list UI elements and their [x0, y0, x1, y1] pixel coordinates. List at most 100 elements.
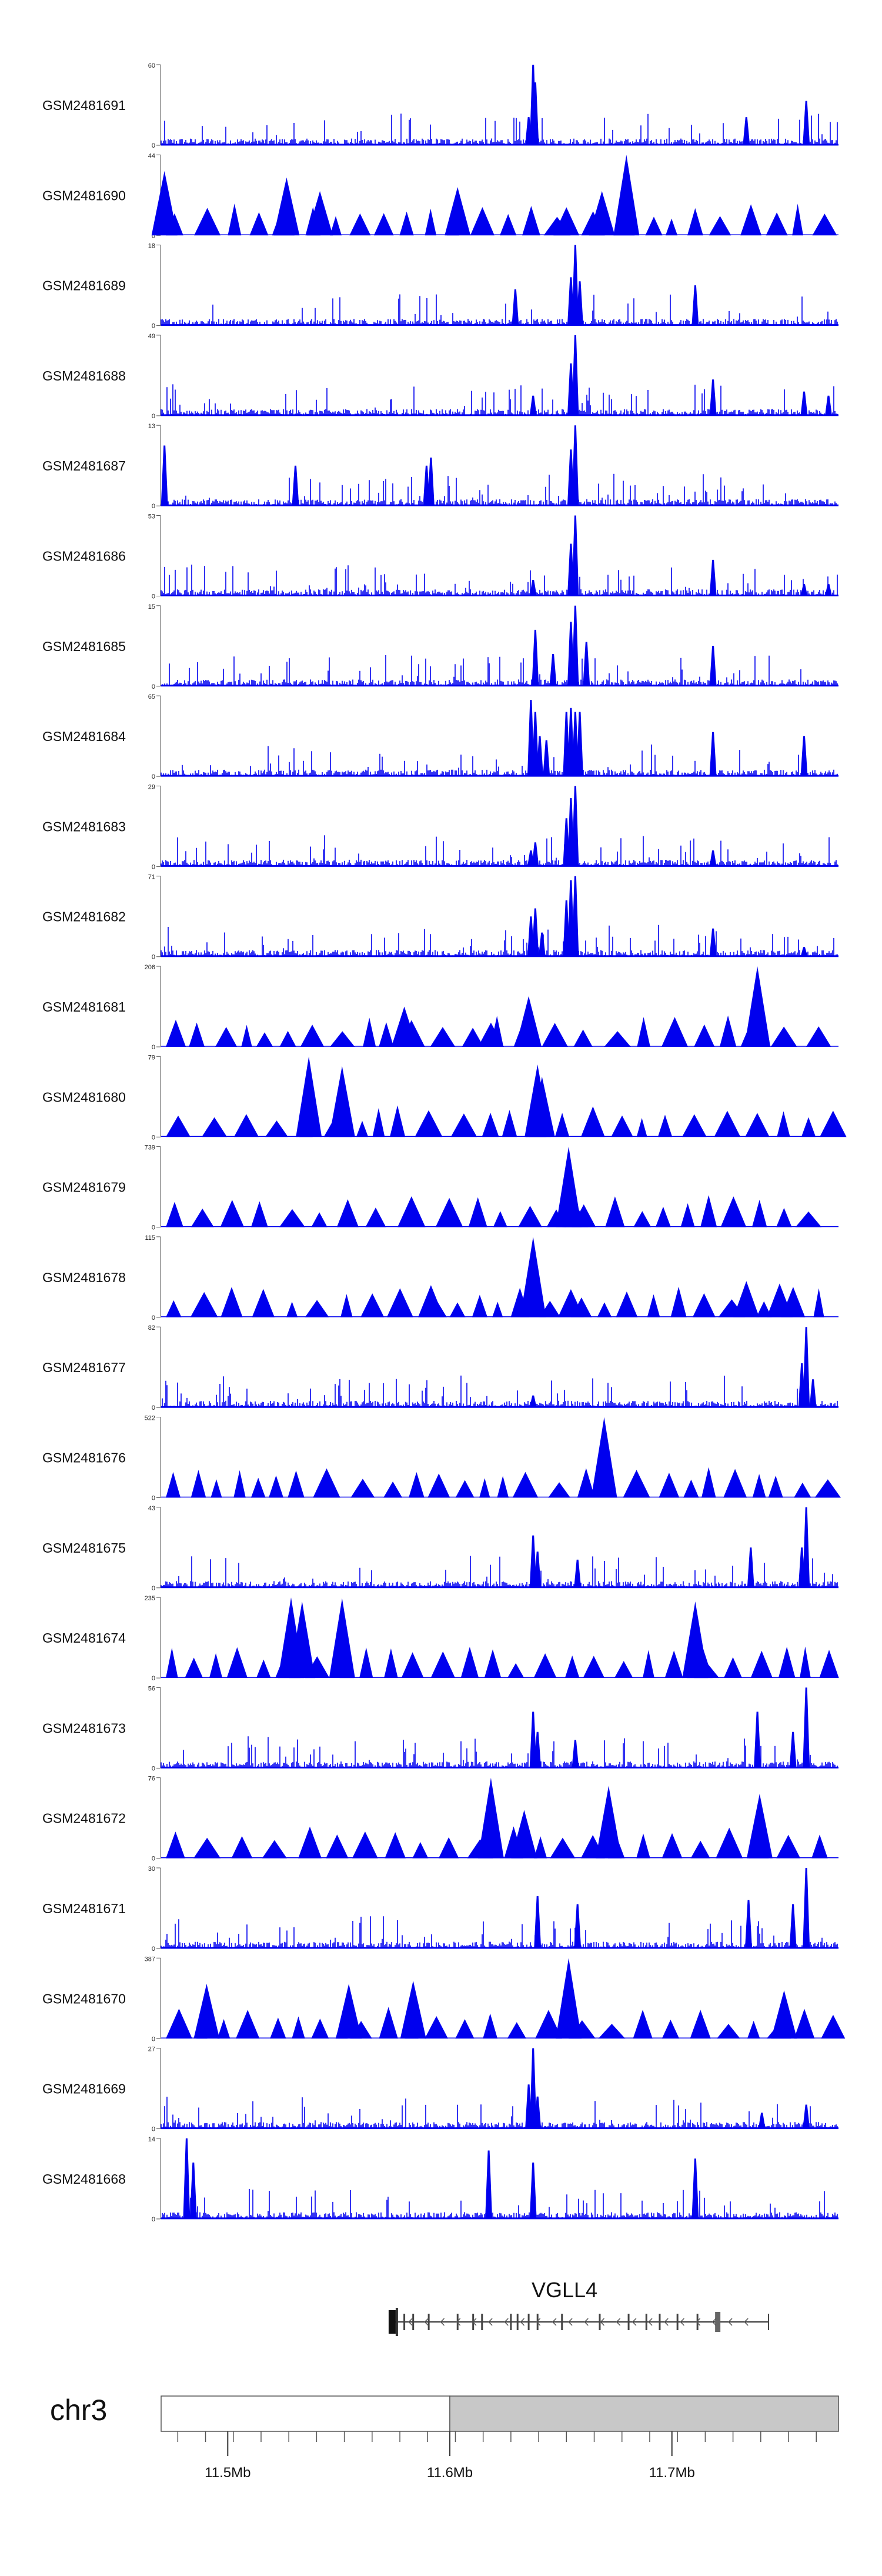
strand-arrow [680, 2318, 684, 2326]
y-min-label: 0 [152, 1856, 155, 1863]
track-label: GSM2481675 [42, 1540, 126, 1556]
peak [691, 285, 699, 326]
y-max-label: 739 [145, 1144, 155, 1152]
peak [567, 363, 574, 416]
peak [789, 1731, 797, 1769]
peak [183, 2138, 191, 2219]
gene-exon [510, 2314, 512, 2330]
ruler-tick-label: 11.6Mb [427, 2465, 473, 2481]
gene-exon [536, 2314, 539, 2330]
signal-background [161, 1736, 838, 1769]
peak [572, 876, 579, 957]
track-label: GSM2481668 [42, 2171, 126, 2187]
y-min-label: 0 [152, 1404, 155, 1412]
gene-exon [427, 2314, 430, 2330]
peak [189, 2163, 197, 2219]
y-max-label: 206 [145, 964, 155, 971]
track-GSM2481668: GSM2481668 14 0 [42, 2136, 838, 2223]
track-label: GSM2481683 [42, 819, 126, 834]
peak [529, 2048, 537, 2129]
strand-arrow [552, 2318, 557, 2326]
peak [525, 2084, 533, 2129]
signal-background [161, 114, 838, 145]
y-max-label: 30 [148, 1866, 155, 1873]
gene-exon [456, 2314, 459, 2330]
track-GSM2481680: GSM2481680 79 0 [42, 1054, 847, 1141]
track-GSM2481678: GSM2481678 115 0 [42, 1234, 838, 1322]
signal-triangles [166, 1105, 847, 1137]
peak [825, 395, 832, 416]
track-GSM2481687: GSM2481687 13 0 [42, 423, 838, 510]
peak [766, 1283, 793, 1317]
ruler-tick-label: 11.7Mb [649, 2465, 695, 2481]
signal-background [161, 2188, 838, 2219]
gene-exon [627, 2314, 630, 2330]
peak [516, 996, 542, 1047]
y-max-label: 49 [148, 333, 155, 340]
strand-arrow [632, 2318, 637, 2326]
y-min-label: 0 [152, 1585, 155, 1592]
peak [553, 207, 580, 236]
signal-background [161, 294, 838, 326]
y-min-label: 0 [152, 1946, 155, 1953]
peak [329, 1066, 355, 1137]
track-label: GSM2481670 [42, 1991, 126, 2006]
peak [564, 1211, 591, 1227]
y-max-label: 43 [148, 1505, 155, 1512]
strand-arrow [536, 2318, 541, 2326]
gene-model [388, 2308, 770, 2336]
peak [709, 928, 717, 957]
peak [747, 1547, 754, 1588]
peak [709, 732, 717, 777]
peak [800, 947, 808, 957]
y-max-label: 235 [145, 1595, 155, 1602]
peak [733, 1281, 760, 1317]
peak [477, 1022, 504, 1047]
y-min-label: 0 [152, 1224, 155, 1232]
peak [789, 1904, 797, 1948]
gene-exon [696, 2314, 699, 2330]
peak [754, 1711, 761, 1769]
track-GSM2481674: GSM2481674 235 0 [42, 1595, 839, 1682]
gene-exon [676, 2314, 679, 2330]
y-max-label: 65 [148, 693, 155, 700]
peak [485, 2150, 493, 2219]
track-label: GSM2481676 [42, 1450, 126, 1466]
peak [534, 2096, 542, 2129]
peak [686, 1637, 713, 1679]
peak [572, 1740, 579, 1769]
y-min-label: 0 [152, 1495, 155, 1502]
strand-arrow [456, 2318, 461, 2326]
signal-triangles [166, 1646, 839, 1679]
peak [543, 740, 550, 777]
peak [336, 1984, 362, 2039]
peak [296, 1056, 322, 1137]
y-min-label: 0 [152, 2126, 155, 2133]
y-min-label: 0 [152, 1044, 155, 1051]
gene-exon [516, 2314, 519, 2330]
signal-background [161, 565, 838, 596]
y-max-label: 387 [145, 1956, 155, 1963]
peak [825, 584, 832, 596]
peak [743, 117, 750, 145]
gene-label: VGLL4 [532, 2278, 597, 2302]
signal-triangles [166, 1195, 822, 1227]
strand-arrow [424, 2318, 429, 2326]
peak [289, 1601, 315, 1679]
gene-exon [412, 2314, 415, 2330]
peak [576, 712, 583, 777]
peak [800, 736, 808, 777]
y-min-label: 0 [152, 413, 155, 420]
gene-exon [715, 2312, 721, 2332]
gene-exon [395, 2308, 398, 2336]
chromosome-label: chr3 [50, 2394, 107, 2427]
peak [567, 543, 574, 596]
track-label: GSM2481673 [42, 1720, 126, 1736]
peak [273, 177, 300, 236]
peak [532, 82, 539, 145]
track-GSM2481671: GSM2481671 30 0 [42, 1866, 838, 1953]
track-label: GSM2481681 [42, 999, 126, 1015]
peak [576, 281, 583, 326]
signal-triangles [166, 2007, 846, 2039]
track-GSM2481673: GSM2481673 56 0 [42, 1685, 838, 1772]
